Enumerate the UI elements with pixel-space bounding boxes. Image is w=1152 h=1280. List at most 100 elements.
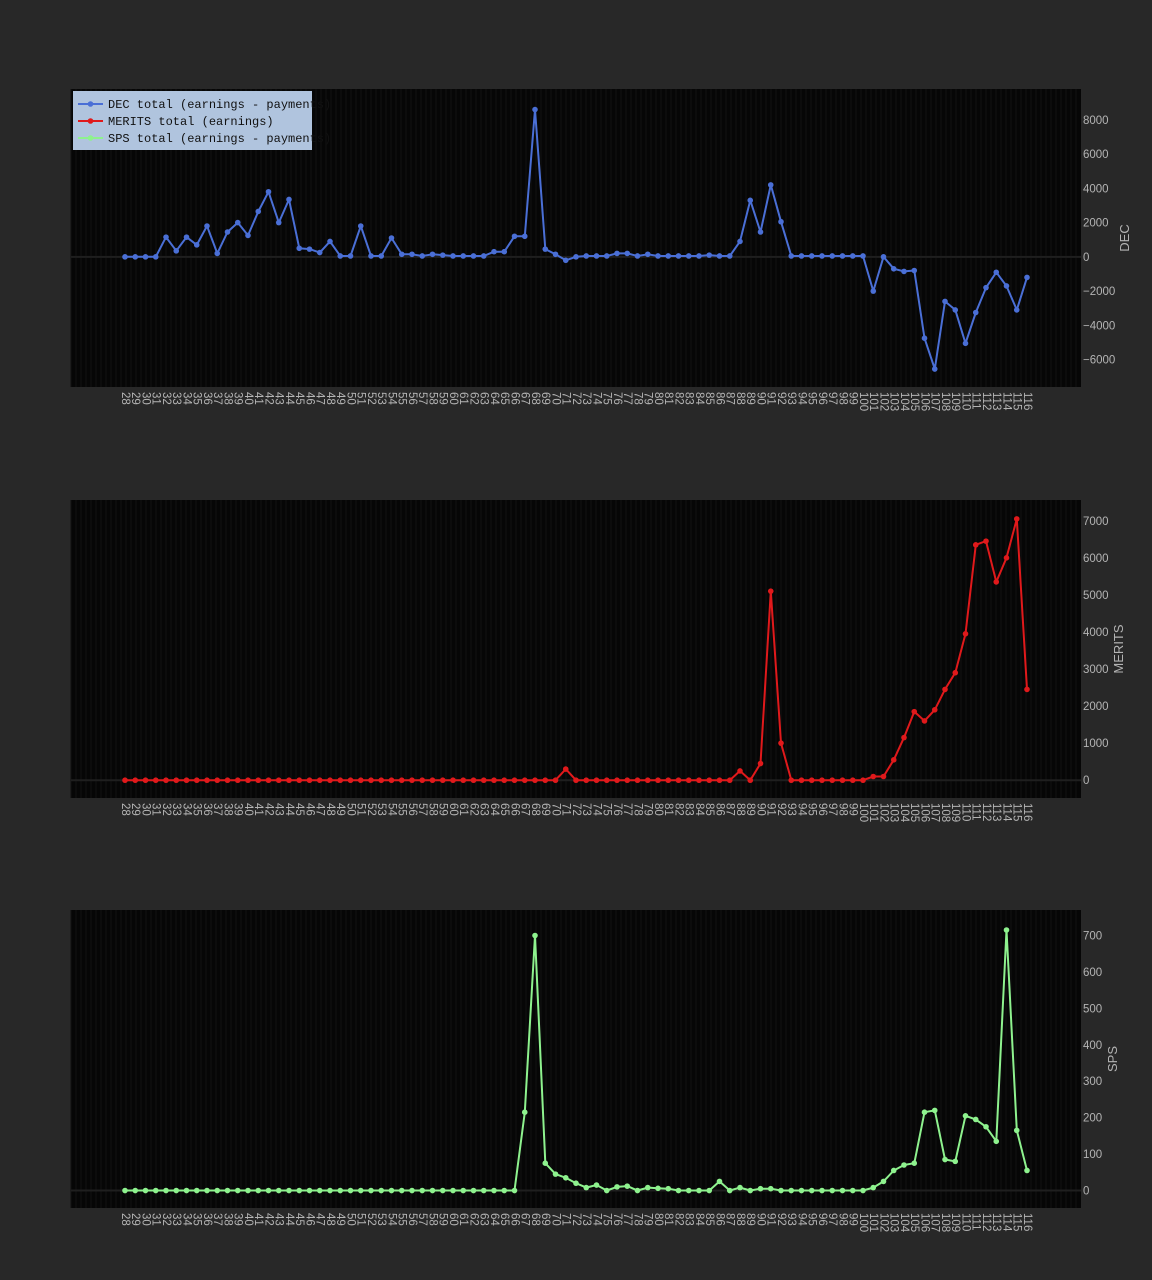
x-tick-label: 39 bbox=[232, 803, 244, 816]
data-point bbox=[942, 298, 948, 305]
x-tick-label: 61 bbox=[457, 1213, 469, 1226]
x-tick-label: 41 bbox=[252, 803, 264, 816]
data-point bbox=[993, 269, 1000, 276]
data-point bbox=[665, 777, 672, 784]
data-point bbox=[778, 218, 784, 225]
x-tick-label: 106 bbox=[918, 392, 930, 411]
x-tick-label: 86 bbox=[713, 392, 725, 405]
data-point bbox=[1024, 686, 1030, 693]
y-tick-label: 0 bbox=[1083, 1186, 1089, 1198]
data-point bbox=[204, 777, 210, 784]
data-point bbox=[460, 253, 467, 259]
x-tick-label: 85 bbox=[703, 803, 715, 816]
x-tick-label: 49 bbox=[334, 1213, 346, 1226]
x-tick-label: 35 bbox=[191, 1213, 203, 1226]
data-point bbox=[819, 253, 825, 259]
data-point bbox=[726, 777, 733, 784]
data-point bbox=[173, 777, 180, 784]
data-point bbox=[901, 268, 907, 275]
data-point bbox=[573, 254, 579, 260]
x-tick-label: 50 bbox=[344, 392, 356, 405]
x-tick-label: 90 bbox=[754, 803, 766, 816]
y-tick-label: 3000 bbox=[1083, 664, 1109, 676]
data-point bbox=[142, 254, 149, 260]
data-point bbox=[562, 766, 569, 772]
x-tick-label: 42 bbox=[262, 1213, 274, 1226]
y-tick-label: −2000 bbox=[1083, 286, 1115, 298]
legend: DEC total (earnings - payments) MERITS to… bbox=[73, 91, 331, 150]
data-point bbox=[532, 932, 538, 939]
y-tick-label: 2000 bbox=[1083, 218, 1109, 230]
data-point bbox=[880, 254, 887, 260]
legend-entry: SPS total (earnings - payments) bbox=[108, 132, 331, 146]
data-point bbox=[245, 1187, 251, 1194]
data-point bbox=[398, 251, 405, 258]
x-tick-label: 74 bbox=[590, 392, 602, 405]
x-tick-label: 98 bbox=[836, 803, 848, 816]
x-tick-label: 78 bbox=[631, 803, 643, 816]
x-tick-label: 86 bbox=[713, 803, 725, 816]
x-tick-label: 57 bbox=[416, 803, 428, 816]
x-tick-label: 78 bbox=[631, 392, 643, 405]
x-tick-label: 76 bbox=[611, 803, 623, 816]
data-point bbox=[183, 1187, 190, 1194]
x-tick-label: 101 bbox=[867, 392, 879, 411]
legend-swatch-marker bbox=[87, 118, 94, 124]
x-tick-label: 34 bbox=[180, 392, 192, 405]
data-point bbox=[521, 777, 528, 784]
x-tick-label: 38 bbox=[221, 803, 233, 816]
y-tick-label: 400 bbox=[1083, 1040, 1102, 1052]
series-1 bbox=[122, 927, 1030, 1194]
data-point bbox=[952, 307, 959, 313]
data-point bbox=[542, 246, 549, 252]
data-point bbox=[901, 734, 907, 741]
x-tick-label: 56 bbox=[406, 392, 418, 405]
x-tick-label: 72 bbox=[570, 803, 582, 816]
x-tick-label: 75 bbox=[601, 1213, 613, 1226]
data-point bbox=[337, 1187, 344, 1194]
x-tick-label: 79 bbox=[642, 392, 654, 405]
x-tick-label: 111 bbox=[970, 392, 982, 409]
x-tick-label: 106 bbox=[918, 1213, 930, 1232]
data-point bbox=[347, 253, 354, 259]
data-point bbox=[634, 777, 641, 784]
data-point bbox=[849, 253, 856, 259]
x-tick-label: 67 bbox=[519, 392, 531, 405]
x-tick-label: 100 bbox=[857, 803, 869, 822]
x-tick-label: 28 bbox=[119, 803, 131, 816]
legend-entry: DEC total (earnings - payments) bbox=[108, 98, 331, 112]
data-point bbox=[255, 208, 262, 215]
x-tick-label: 31 bbox=[150, 1213, 162, 1226]
x-tick-label: 84 bbox=[693, 803, 705, 816]
x-tick-label: 83 bbox=[683, 392, 695, 405]
data-point bbox=[327, 238, 333, 245]
y-tick-label: 5000 bbox=[1083, 590, 1109, 602]
x-tick-label: 114 bbox=[1000, 803, 1012, 822]
legend-entry: MERITS total (earnings) bbox=[108, 115, 274, 129]
x-tick-label: 58 bbox=[426, 1213, 438, 1226]
x-tick-label: 74 bbox=[590, 1213, 602, 1226]
data-point bbox=[470, 253, 477, 259]
x-tick-label: 115 bbox=[1011, 1213, 1023, 1231]
x-tick-label: 46 bbox=[303, 392, 315, 405]
x-tick-label: 98 bbox=[836, 392, 848, 405]
data-point bbox=[778, 1187, 784, 1194]
x-tick-label: 113 bbox=[990, 392, 1002, 410]
x-tick-label: 43 bbox=[273, 392, 285, 405]
data-point bbox=[747, 1187, 754, 1194]
data-point bbox=[562, 1174, 569, 1181]
x-tick-label: 114 bbox=[1000, 392, 1012, 411]
x-tick-label: 32 bbox=[160, 1213, 172, 1226]
x-tick-label: 72 bbox=[570, 1213, 582, 1226]
x-tick-label: 38 bbox=[221, 1213, 233, 1226]
x-tick-label: 44 bbox=[283, 803, 295, 816]
x-tick-label: 45 bbox=[293, 803, 305, 816]
data-point bbox=[532, 777, 538, 784]
data-point bbox=[388, 777, 395, 784]
data-point bbox=[870, 773, 877, 780]
data-point bbox=[419, 253, 426, 259]
data-point bbox=[675, 253, 682, 259]
data-point bbox=[368, 1187, 374, 1194]
data-point bbox=[675, 1187, 682, 1194]
data-point bbox=[378, 777, 385, 784]
